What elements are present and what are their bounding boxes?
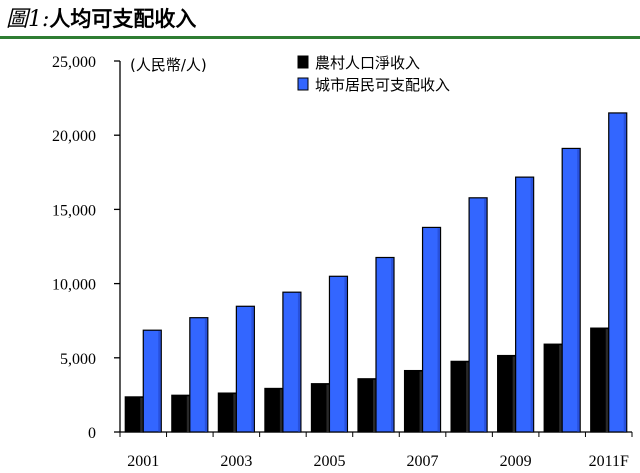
urban-income-bar-shade <box>204 318 208 432</box>
chart-title-text: 人均可支配收入 <box>49 7 197 31</box>
y-axis: 0 5,000 10,000 15,000 20,000 25,000 <box>52 54 121 442</box>
rural-income-bar-shade <box>279 389 283 432</box>
urban-income-bar <box>468 197 488 433</box>
urban-income-bar <box>142 329 162 433</box>
legend-swatch <box>297 55 309 69</box>
urban-income-bar <box>608 112 628 433</box>
urban-income-bar-shade <box>530 178 534 432</box>
bars <box>124 112 628 433</box>
rural-income-bar-shade <box>605 329 609 432</box>
x-tick-label: 2009 <box>500 453 532 470</box>
x-tick-label: 2011F <box>589 453 629 470</box>
rural-income-bar-shade <box>512 356 516 432</box>
x-axis: 2001 2003 2005 2007 2009 2011F <box>119 431 633 470</box>
urban-income-bar-shade <box>437 228 441 432</box>
urban-income-bar <box>189 317 209 433</box>
x-tick-label: 2005 <box>313 453 345 470</box>
x-tick-label: 2003 <box>220 453 252 470</box>
legend-label: 城市居民可支配收入 <box>315 76 450 94</box>
urban-income-bar-shade <box>484 198 487 432</box>
urban-income-bar-shade <box>297 293 301 432</box>
urban-income-bar-shade <box>623 113 627 432</box>
y-tick-label: 25,000 <box>52 54 96 71</box>
rural-income-bar-shade <box>373 379 376 432</box>
legend-label: 農村人口淨收入 <box>315 54 420 72</box>
rural-income-bar-shade <box>466 362 469 432</box>
chart-title-prefix: 圖1: <box>6 7 50 32</box>
chart-title: 圖1:人均可支配收入 <box>6 5 196 34</box>
urban-income-bar <box>328 275 349 433</box>
x-tick-label: 2001 <box>127 453 159 470</box>
urban-income-bar <box>282 291 302 433</box>
title-divider <box>0 36 640 39</box>
y-tick-label: 5,000 <box>60 351 96 368</box>
rural-income-bar-shade <box>326 384 329 432</box>
urban-income-bar-shade <box>158 331 161 432</box>
rural-income-bar-shade <box>140 397 143 432</box>
legend-swatch <box>297 77 309 91</box>
legend-item-rural: 農村人口淨收入 <box>297 54 420 72</box>
urban-income-bar-shade <box>577 149 580 433</box>
urban-income-bar <box>421 226 442 433</box>
rural-income-bar-shade <box>419 371 423 432</box>
x-tick-label: 2007 <box>407 453 439 470</box>
y-tick-label: 0 <box>88 425 96 442</box>
urban-income-bar <box>375 256 395 433</box>
urban-income-bar-shade <box>391 258 394 432</box>
rural-income-bar-shade <box>559 345 562 432</box>
y-tick-label: 20,000 <box>52 128 96 145</box>
rural-income-bar-shade <box>186 396 190 432</box>
urban-income-bar-shade <box>344 277 347 432</box>
urban-income-bar <box>561 147 581 433</box>
urban-income-bar <box>515 176 535 433</box>
urban-income-bar <box>235 305 255 433</box>
urban-income-bar-shade <box>251 307 254 432</box>
y-tick-label: 10,000 <box>52 277 96 294</box>
rural-income-bar-shade <box>233 394 236 432</box>
y-tick-label: 15,000 <box>52 202 96 219</box>
legend-item-urban: 城市居民可支配收入 <box>297 76 450 94</box>
unit-label: (人民幣/人) <box>130 56 207 74</box>
